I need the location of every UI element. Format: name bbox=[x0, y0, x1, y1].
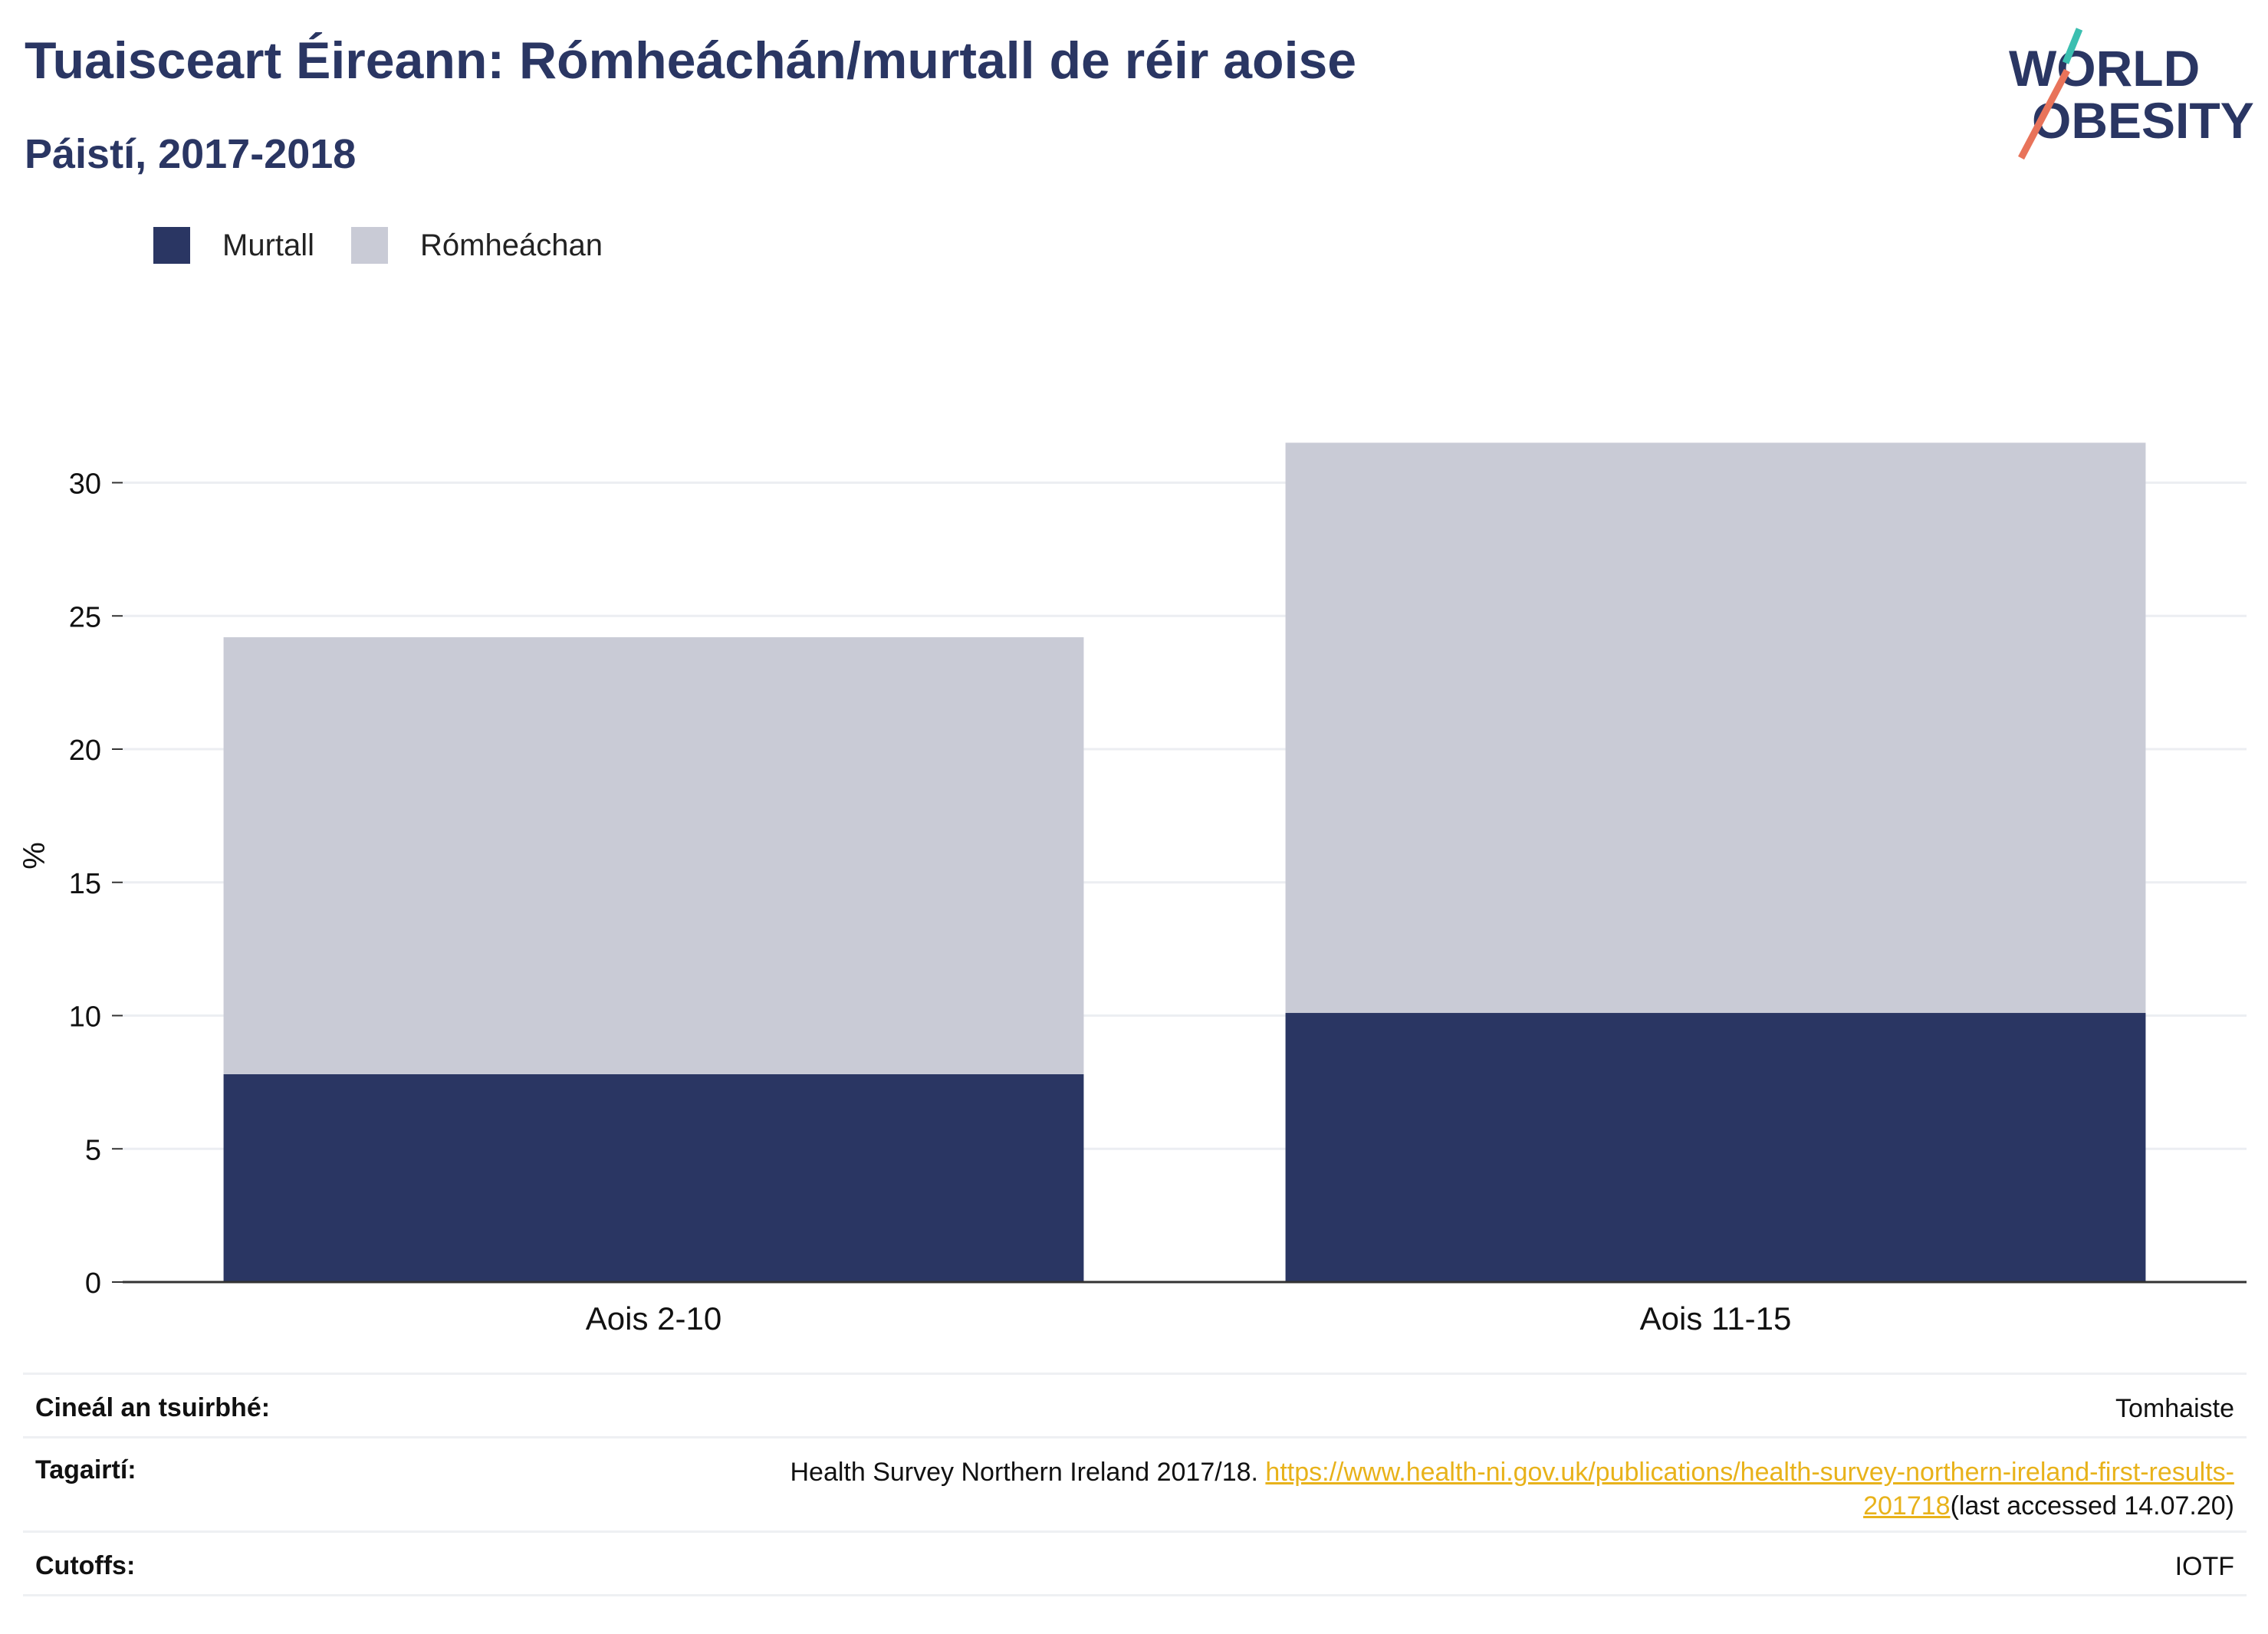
y-axis-label: % bbox=[18, 842, 51, 870]
y-tick-label: 5 bbox=[85, 1134, 101, 1166]
bar-murtall bbox=[1285, 1013, 2146, 1282]
x-tick-label: Aois 11-15 bbox=[1640, 1300, 1792, 1336]
y-tick-label: 30 bbox=[69, 469, 101, 501]
y-tick-label: 15 bbox=[69, 868, 101, 900]
y-tick-label: 10 bbox=[69, 1001, 101, 1034]
x-axis-ticks: Aois 2-10 Aois 11-15 bbox=[586, 1300, 1792, 1336]
survey-type-value: Tomhaiste bbox=[2115, 1394, 2234, 1423]
meta-row-survey: Cineál an tsuirbhé: Tomhaiste bbox=[23, 1373, 2247, 1436]
legend-label-murtall: Murtall bbox=[222, 228, 315, 262]
meta-row-references: Tagairtí: Health Survey Northern Ireland… bbox=[23, 1436, 2247, 1530]
meta-row-cutoffs: Cutoffs: IOTF bbox=[23, 1530, 2247, 1596]
bar-romheachan bbox=[1285, 442, 2146, 1014]
world-obesity-logo: WORLD OBESITY bbox=[2009, 28, 2254, 160]
y-tick-label: 0 bbox=[85, 1267, 101, 1300]
chart-bars bbox=[223, 442, 2146, 1282]
chart-legend: Murtall Rómheáchan bbox=[153, 227, 639, 264]
legend-swatch-romheachan bbox=[351, 227, 389, 264]
y-axis-ticks: 0 5 10 15 20 25 30 bbox=[69, 469, 123, 1300]
page-subtitle: Páistí, 2017-2018 bbox=[25, 131, 357, 177]
references-link-cont[interactable]: 201718 bbox=[1863, 1491, 1951, 1521]
page-title: Tuaisceart Éireann: Rómheáchán/murtall d… bbox=[25, 31, 1357, 90]
logo-coral-stroke bbox=[2018, 68, 2070, 160]
references-link[interactable]: https://www.health-ni.gov.uk/publication… bbox=[1265, 1458, 2234, 1487]
cutoffs-value: IOTF bbox=[2174, 1552, 2234, 1581]
bar-romheachan bbox=[223, 637, 1084, 1074]
stacked-bar-chart: 0 5 10 15 20 25 30 Aois 2-10 Aois 11-15 % bbox=[18, 442, 2247, 1336]
logo-line2: OBESITY bbox=[2032, 92, 2254, 149]
references-access-date: (last accessed 14.07.20) bbox=[1950, 1491, 2234, 1521]
references-value: Health Survey Northern Ireland 2017/18. … bbox=[790, 1455, 2234, 1523]
references-text: Health Survey Northern Ireland 2017/18. bbox=[790, 1458, 1258, 1487]
survey-type-label: Cineál an tsuirbhé: bbox=[35, 1393, 271, 1422]
bar-murtall bbox=[223, 1073, 1084, 1282]
cutoffs-label: Cutoffs: bbox=[35, 1551, 136, 1580]
y-tick-label: 20 bbox=[69, 735, 101, 767]
y-tick-label: 25 bbox=[69, 601, 101, 633]
legend-label-romheachan: Rómheáchan bbox=[420, 228, 603, 262]
legend-item-romheachan: Rómheáchan bbox=[351, 227, 603, 264]
legend-swatch-murtall bbox=[153, 227, 190, 264]
legend-item-murtall: Murtall bbox=[153, 227, 314, 264]
references-label: Tagairtí: bbox=[35, 1455, 136, 1484]
x-tick-label: Aois 2-10 bbox=[586, 1300, 721, 1336]
logo-line1: WORLD bbox=[2009, 40, 2200, 97]
logo-teal-stroke bbox=[2062, 28, 2083, 64]
